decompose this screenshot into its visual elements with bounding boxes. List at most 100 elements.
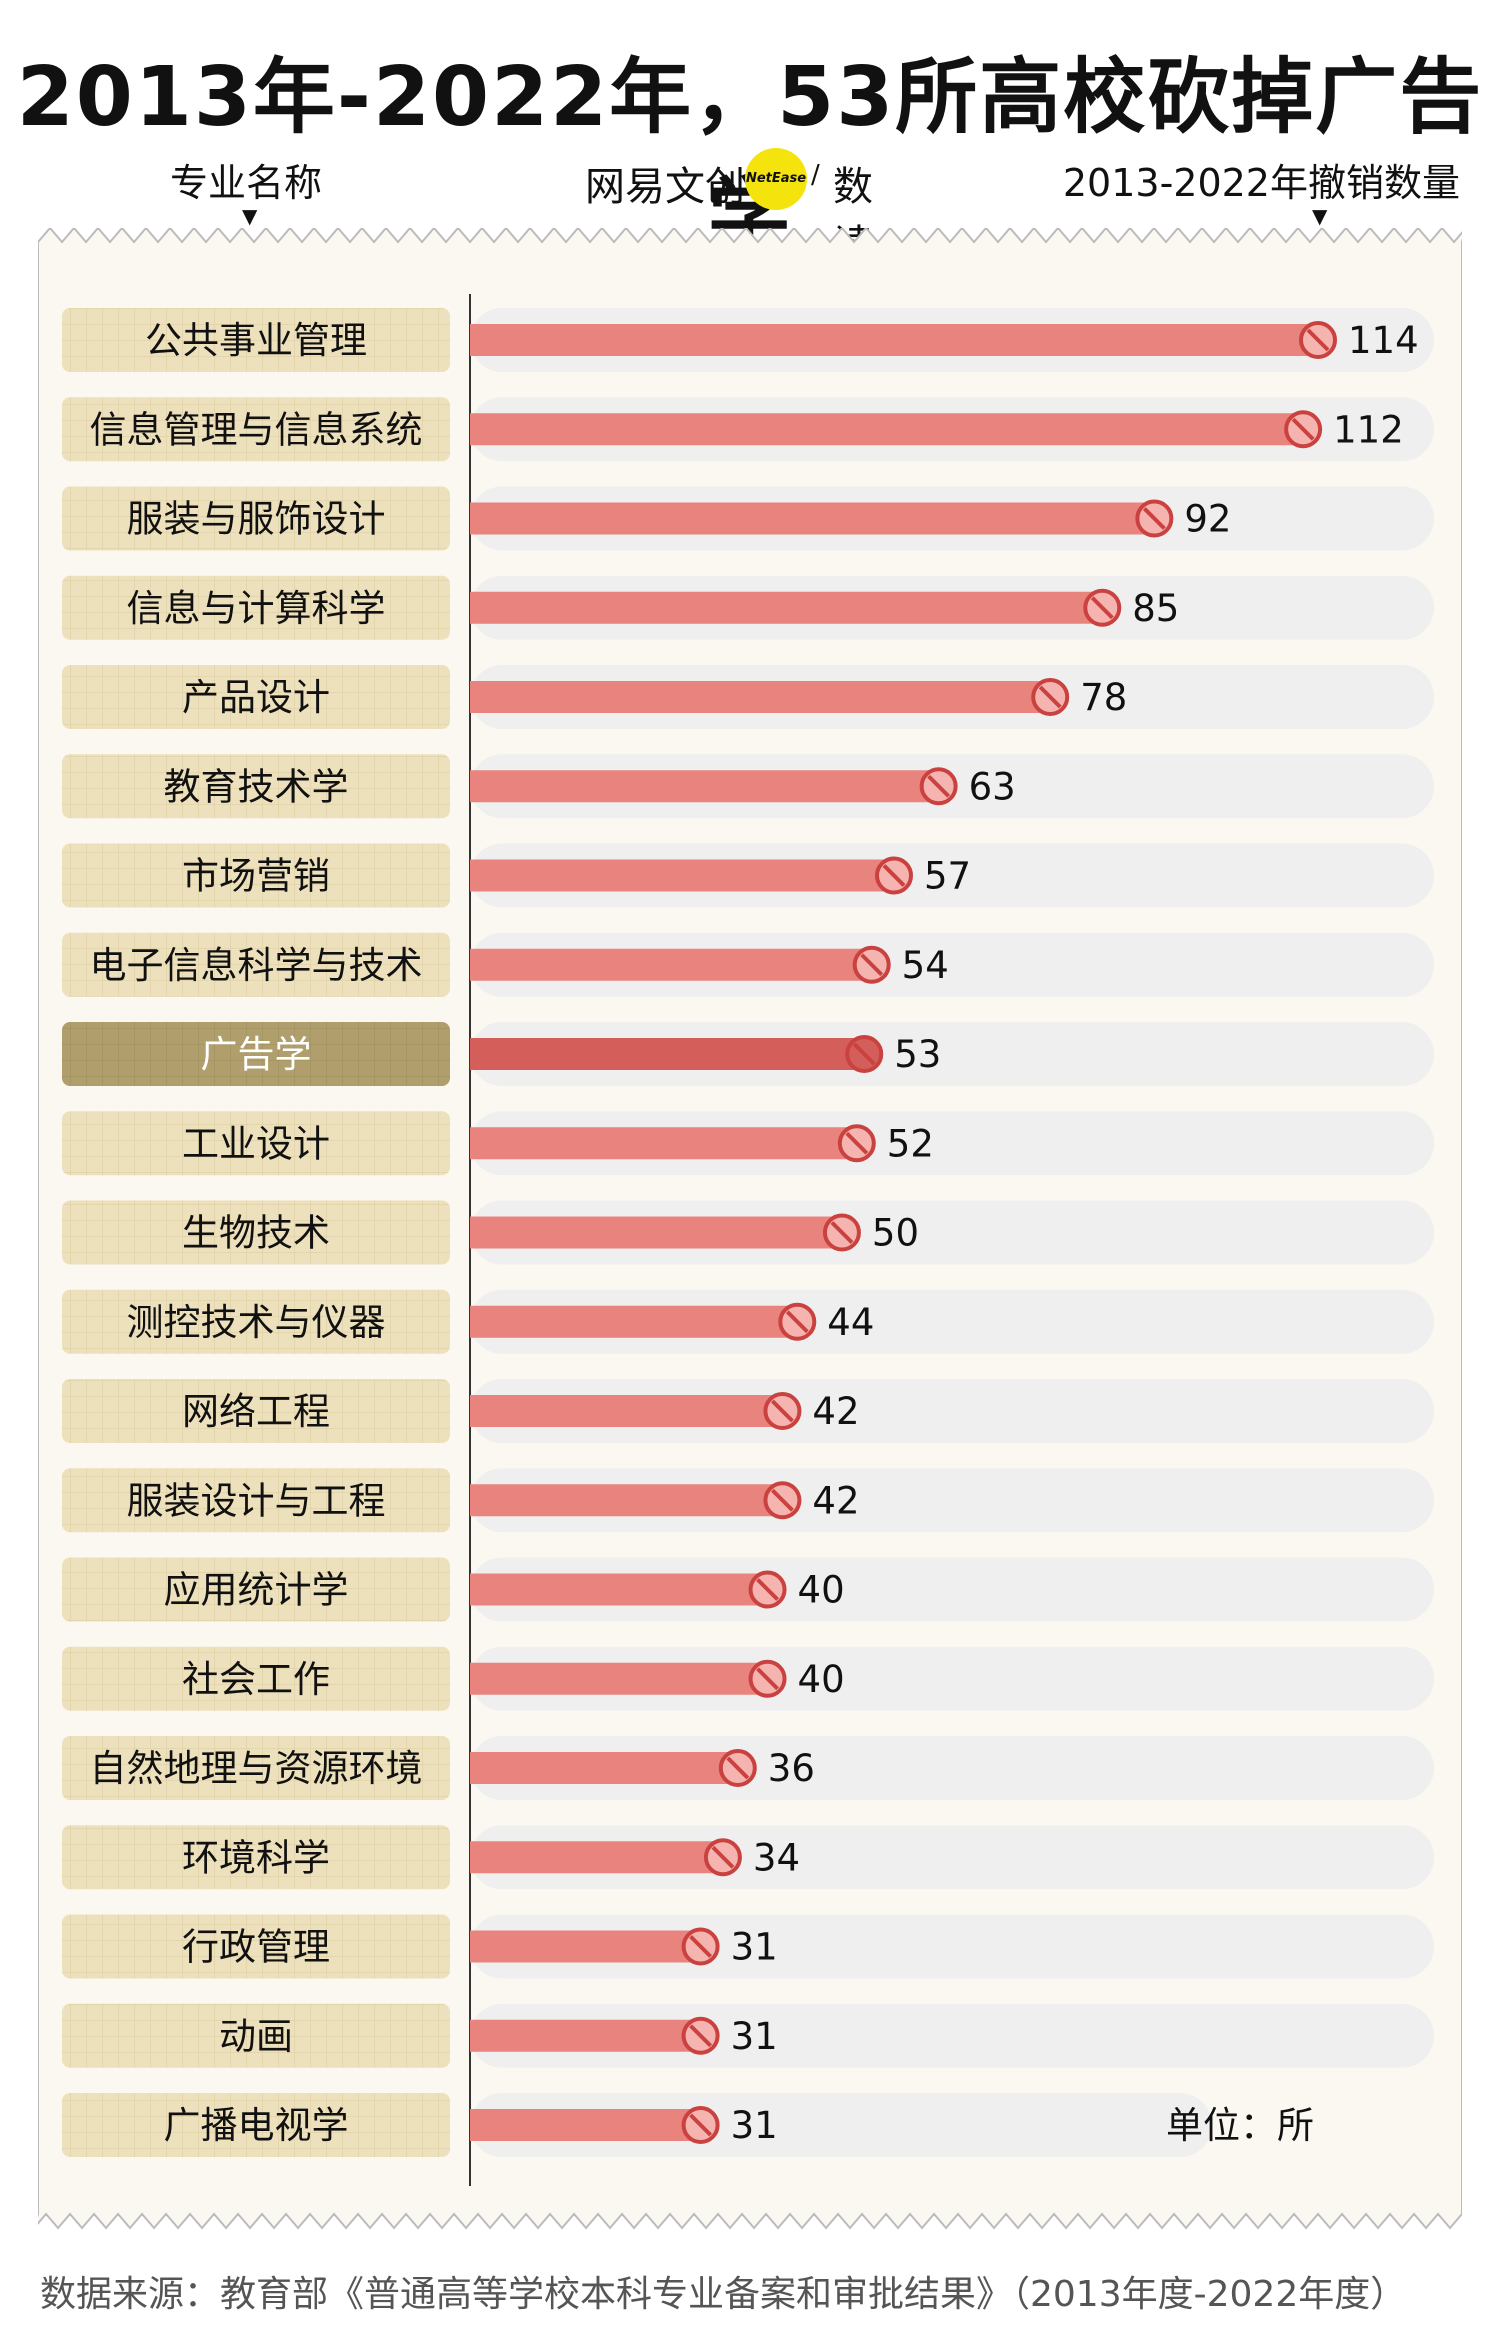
bar-row: 生物技术 50: [62, 1200, 1434, 1265]
bar-chart: 公共事业管理 114 信息管理与信息系统 112 服装与服饰设计 92 信息与计算科学 85 产…: [38, 228, 1462, 2230]
bar-row: 公共事业管理 114: [62, 308, 1434, 372]
value-label: 50: [872, 1212, 919, 1255]
bar: [470, 1930, 701, 1963]
bar: [470, 1752, 738, 1784]
bar: [470, 1662, 768, 1695]
value-label: 40: [798, 1569, 845, 1612]
bar: [470, 1038, 865, 1070]
category-label-box: [62, 1200, 450, 1265]
bar-row: 工业设计 52: [62, 1111, 1434, 1176]
category-label-box: [62, 575, 450, 640]
value-label: 52: [887, 1122, 934, 1165]
prohibited-icon: [1284, 410, 1323, 449]
bar-row: 电子信息科学与技术 54: [62, 932, 1434, 997]
brand-prefix: 网易文创: [585, 164, 745, 210]
category-label-box: [62, 1914, 450, 1979]
prohibited-icon: [763, 1481, 802, 1520]
value-label: 31: [731, 2015, 778, 2058]
value-label: 36: [768, 1747, 815, 1790]
bar-row: 产品设计 78: [62, 665, 1434, 729]
bar: [470, 2019, 701, 2052]
value-label: 114: [1348, 319, 1419, 362]
category-label: 自然地理与资源环境: [90, 1747, 423, 1790]
value-label: 31: [731, 1926, 778, 1969]
category-label: 教育技术学: [164, 765, 349, 808]
category-label-box: [62, 486, 450, 551]
bar: [470, 770, 939, 803]
bar-row: 自然地理与资源环境 36: [62, 1736, 1434, 1800]
category-label: 信息与计算科学: [127, 587, 386, 630]
bar-row: 服装与服饰设计 92: [62, 486, 1434, 551]
category-label: 产品设计: [182, 676, 330, 719]
brand-badge-icon: NetEase: [745, 148, 807, 210]
bar: [470, 1395, 783, 1427]
bar: [470, 948, 872, 981]
category-label-box: [62, 1557, 450, 1622]
brand-slash: /: [811, 160, 820, 190]
category-label: 行政管理: [182, 1926, 330, 1969]
prohibited-icon: [919, 767, 958, 806]
prohibited-icon: [852, 945, 891, 984]
category-label: 电子信息科学与技术: [90, 944, 423, 987]
value-label: 53: [894, 1033, 941, 1076]
category-label-box: [62, 1736, 450, 1800]
category-axis-arrow-icon: ▼: [242, 204, 258, 228]
prohibited-icon: [1135, 499, 1174, 538]
category-label-box: [62, 1379, 450, 1443]
value-axis-arrow-icon: ▼: [1312, 204, 1328, 228]
prohibited-icon: [875, 856, 913, 895]
category-label-box: [62, 1468, 450, 1533]
category-label: 网络工程: [182, 1390, 330, 1433]
category-label-box: [62, 1022, 450, 1086]
category-label-box: [62, 1289, 450, 1354]
bar-row: 广播电视学 31: [62, 2093, 1212, 2157]
category-label-box: [62, 397, 450, 462]
prohibited-icon: [1031, 678, 1070, 716]
category-label: 广告学: [201, 1033, 312, 1076]
prohibited-icon: [845, 1035, 884, 1073]
bar: [470, 1127, 857, 1160]
value-label: 57: [924, 855, 971, 898]
bar-row: 行政管理 31: [62, 1914, 1434, 1979]
value-label: 42: [812, 1479, 859, 1522]
category-label-box: [62, 2003, 450, 2068]
category-label-box: [62, 665, 450, 729]
bar-row: 市场营销 57: [62, 843, 1434, 908]
prohibited-icon: [778, 1302, 817, 1341]
prohibited-icon: [681, 1927, 720, 1966]
category-label-box: [62, 1646, 450, 1711]
category-axis-label: 专业名称: [170, 161, 323, 205]
bar-row: 教育技术学 63: [62, 754, 1434, 819]
category-label-box: [62, 1111, 450, 1176]
unit-note: 单位：所: [1166, 2104, 1314, 2147]
prohibited-icon: [703, 1838, 742, 1877]
bar-row: 广告学 53: [62, 1022, 1434, 1086]
prohibited-icon: [681, 2106, 720, 2144]
category-label: 广播电视学: [164, 2104, 349, 2147]
prohibited-icon: [837, 1124, 876, 1163]
bar-row: 服装设计与工程 42: [62, 1468, 1434, 1533]
bar: [470, 1573, 768, 1606]
value-label: 85: [1132, 587, 1179, 630]
value-axis-label: 2013-2022年撤销数量: [1062, 161, 1460, 205]
category-label-box: [62, 843, 450, 908]
bar: [470, 591, 1103, 624]
bar-row: 信息与计算科学 85: [62, 575, 1434, 640]
value-label: 63: [969, 765, 1016, 808]
category-label-box: [62, 308, 450, 372]
prohibited-icon: [763, 1392, 802, 1430]
prohibited-icon: [748, 1659, 787, 1698]
category-label: 工业设计: [182, 1122, 330, 1165]
bar-track: [470, 2003, 1434, 2068]
bar: [470, 681, 1051, 713]
bar-row: 环境科学 34: [62, 1825, 1434, 1890]
category-label-box: [62, 1825, 450, 1890]
bar-row: 信息管理与信息系统 112: [62, 397, 1434, 462]
bar: [470, 1305, 798, 1338]
category-label: 服装与服饰设计: [127, 498, 386, 541]
bar-row: 社会工作 40: [62, 1646, 1434, 1711]
value-label: 44: [827, 1301, 874, 1344]
prohibited-icon: [1083, 588, 1122, 627]
bar: [470, 1216, 842, 1249]
bar-track: [470, 1914, 1434, 1979]
